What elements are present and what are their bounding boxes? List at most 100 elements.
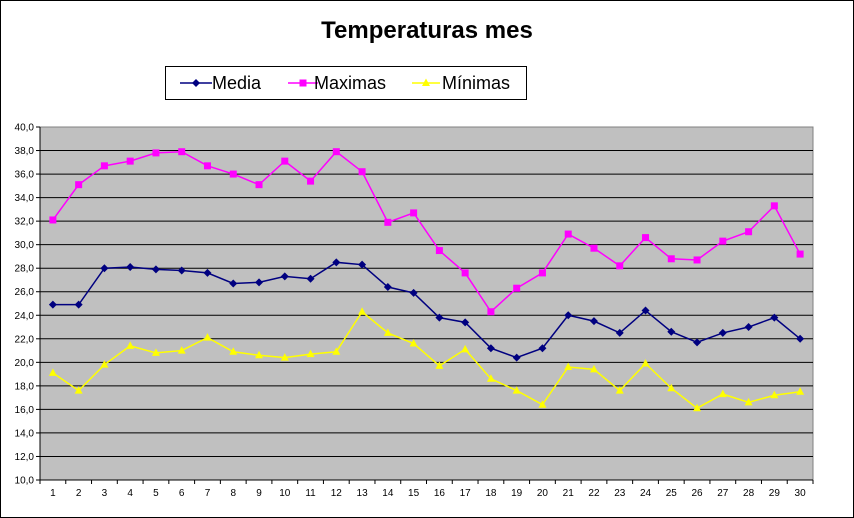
- x-tick-label: 13: [357, 488, 369, 499]
- x-tick-label: 27: [717, 488, 729, 499]
- y-tick-label: 14,0: [15, 428, 35, 439]
- data-point-media: [486, 344, 495, 353]
- data-point-media: [615, 328, 624, 337]
- x-tick-label: 16: [434, 488, 446, 499]
- data-point-mnimas: [48, 368, 57, 376]
- data-point-maximas: [75, 181, 83, 189]
- data-point-maximas: [719, 237, 727, 245]
- x-tick-label: 15: [408, 488, 420, 499]
- x-tick-label: 18: [485, 488, 497, 499]
- y-tick-label: 32,0: [15, 217, 35, 228]
- x-tick-label: 7: [205, 488, 211, 499]
- y-tick-label: 28,0: [15, 264, 35, 275]
- data-point-mnimas: [177, 346, 186, 354]
- data-point-maximas: [384, 218, 392, 226]
- data-point-mnimas: [615, 386, 624, 394]
- x-tick-label: 11: [305, 488, 316, 499]
- data-point-media: [255, 278, 264, 287]
- y-tick-label: 12,0: [15, 452, 35, 463]
- data-point-mnimas: [744, 397, 753, 406]
- data-point-maximas: [49, 216, 57, 224]
- data-point-mnimas: [74, 386, 83, 394]
- x-tick-label: 12: [331, 488, 343, 499]
- data-point-mnimas: [564, 362, 573, 371]
- data-point-media: [718, 328, 727, 337]
- x-tick-label: 5: [153, 488, 159, 499]
- data-point-media: [177, 266, 186, 275]
- data-point-mnimas: [358, 307, 367, 315]
- x-tick-label: 3: [102, 488, 108, 499]
- data-point-mnimas: [770, 390, 779, 399]
- data-point-media: [306, 274, 315, 283]
- data-point-media: [693, 338, 702, 347]
- data-point-maximas: [796, 250, 804, 258]
- data-point-mnimas: [306, 349, 315, 358]
- chart-title: Temperaturas mes: [321, 17, 533, 44]
- x-tick-label: 9: [256, 488, 262, 499]
- data-point-maximas: [590, 244, 598, 252]
- data-point-maximas: [538, 269, 546, 277]
- data-point-media: [332, 258, 341, 267]
- data-point-media: [564, 311, 573, 320]
- y-tick-label: 36,0: [15, 170, 35, 181]
- data-point-mnimas: [151, 348, 160, 356]
- data-point-maximas: [358, 168, 366, 176]
- data-point-media: [203, 268, 212, 277]
- data-point-media: [770, 313, 779, 322]
- data-point-media: [48, 300, 57, 309]
- data-point-mnimas: [229, 347, 238, 355]
- chart-legend: Media Maximas Mínimas: [165, 66, 527, 100]
- data-point-mnimas: [667, 383, 676, 392]
- y-tick-label: 38,0: [15, 146, 35, 157]
- data-point-mnimas: [589, 364, 598, 373]
- plot-background: [39, 126, 814, 481]
- x-tick-label: 19: [511, 488, 523, 499]
- data-point-media: [512, 353, 521, 362]
- data-point-mnimas: [461, 344, 470, 353]
- data-point-mnimas: [641, 359, 650, 367]
- data-point-media: [358, 260, 367, 269]
- x-tick-label: 2: [76, 488, 82, 499]
- data-point-media: [435, 313, 444, 322]
- data-point-media: [383, 283, 392, 292]
- x-tick-label: 10: [279, 488, 291, 499]
- x-tick-label: 28: [743, 488, 755, 499]
- x-tick-label: 14: [382, 488, 394, 499]
- data-point-maximas: [616, 262, 624, 270]
- data-point-media: [667, 327, 676, 336]
- data-point-mnimas: [718, 389, 727, 398]
- data-point-media: [151, 265, 160, 274]
- x-tick-label: 21: [563, 488, 575, 499]
- y-tick-label: 22,0: [15, 334, 35, 345]
- x-tick-label: 25: [666, 488, 678, 499]
- data-point-media: [74, 300, 83, 309]
- series-line-media: [52, 261, 801, 359]
- data-point-maximas: [770, 202, 778, 210]
- x-tick-label: 8: [230, 488, 236, 499]
- y-tick-label: 26,0: [15, 287, 35, 298]
- x-tick-label: 22: [588, 488, 600, 499]
- data-point-media: [229, 279, 238, 288]
- x-tick-label: 26: [691, 488, 703, 499]
- data-point-mnimas: [203, 333, 212, 341]
- legend-marker-media: [180, 79, 212, 87]
- series-line-mnimas: [52, 310, 801, 410]
- y-tick-label: 24,0: [15, 311, 35, 322]
- data-point-maximas: [667, 255, 675, 263]
- data-point-maximas: [152, 149, 160, 157]
- data-point-maximas: [126, 157, 134, 165]
- data-point-mnimas: [100, 360, 109, 368]
- data-point-mnimas: [409, 339, 418, 347]
- data-point-media: [280, 272, 289, 281]
- x-tick-label: 6: [179, 488, 185, 499]
- x-tick-label: 20: [537, 488, 549, 499]
- y-tick-label: 16,0: [15, 405, 35, 416]
- data-point-media: [641, 306, 650, 315]
- data-point-mnimas: [796, 387, 805, 395]
- data-point-maximas: [203, 162, 211, 170]
- y-tick-label: 30,0: [15, 240, 35, 251]
- data-point-maximas: [281, 157, 289, 165]
- data-point-maximas: [410, 209, 418, 217]
- series-line-maximas: [52, 150, 801, 313]
